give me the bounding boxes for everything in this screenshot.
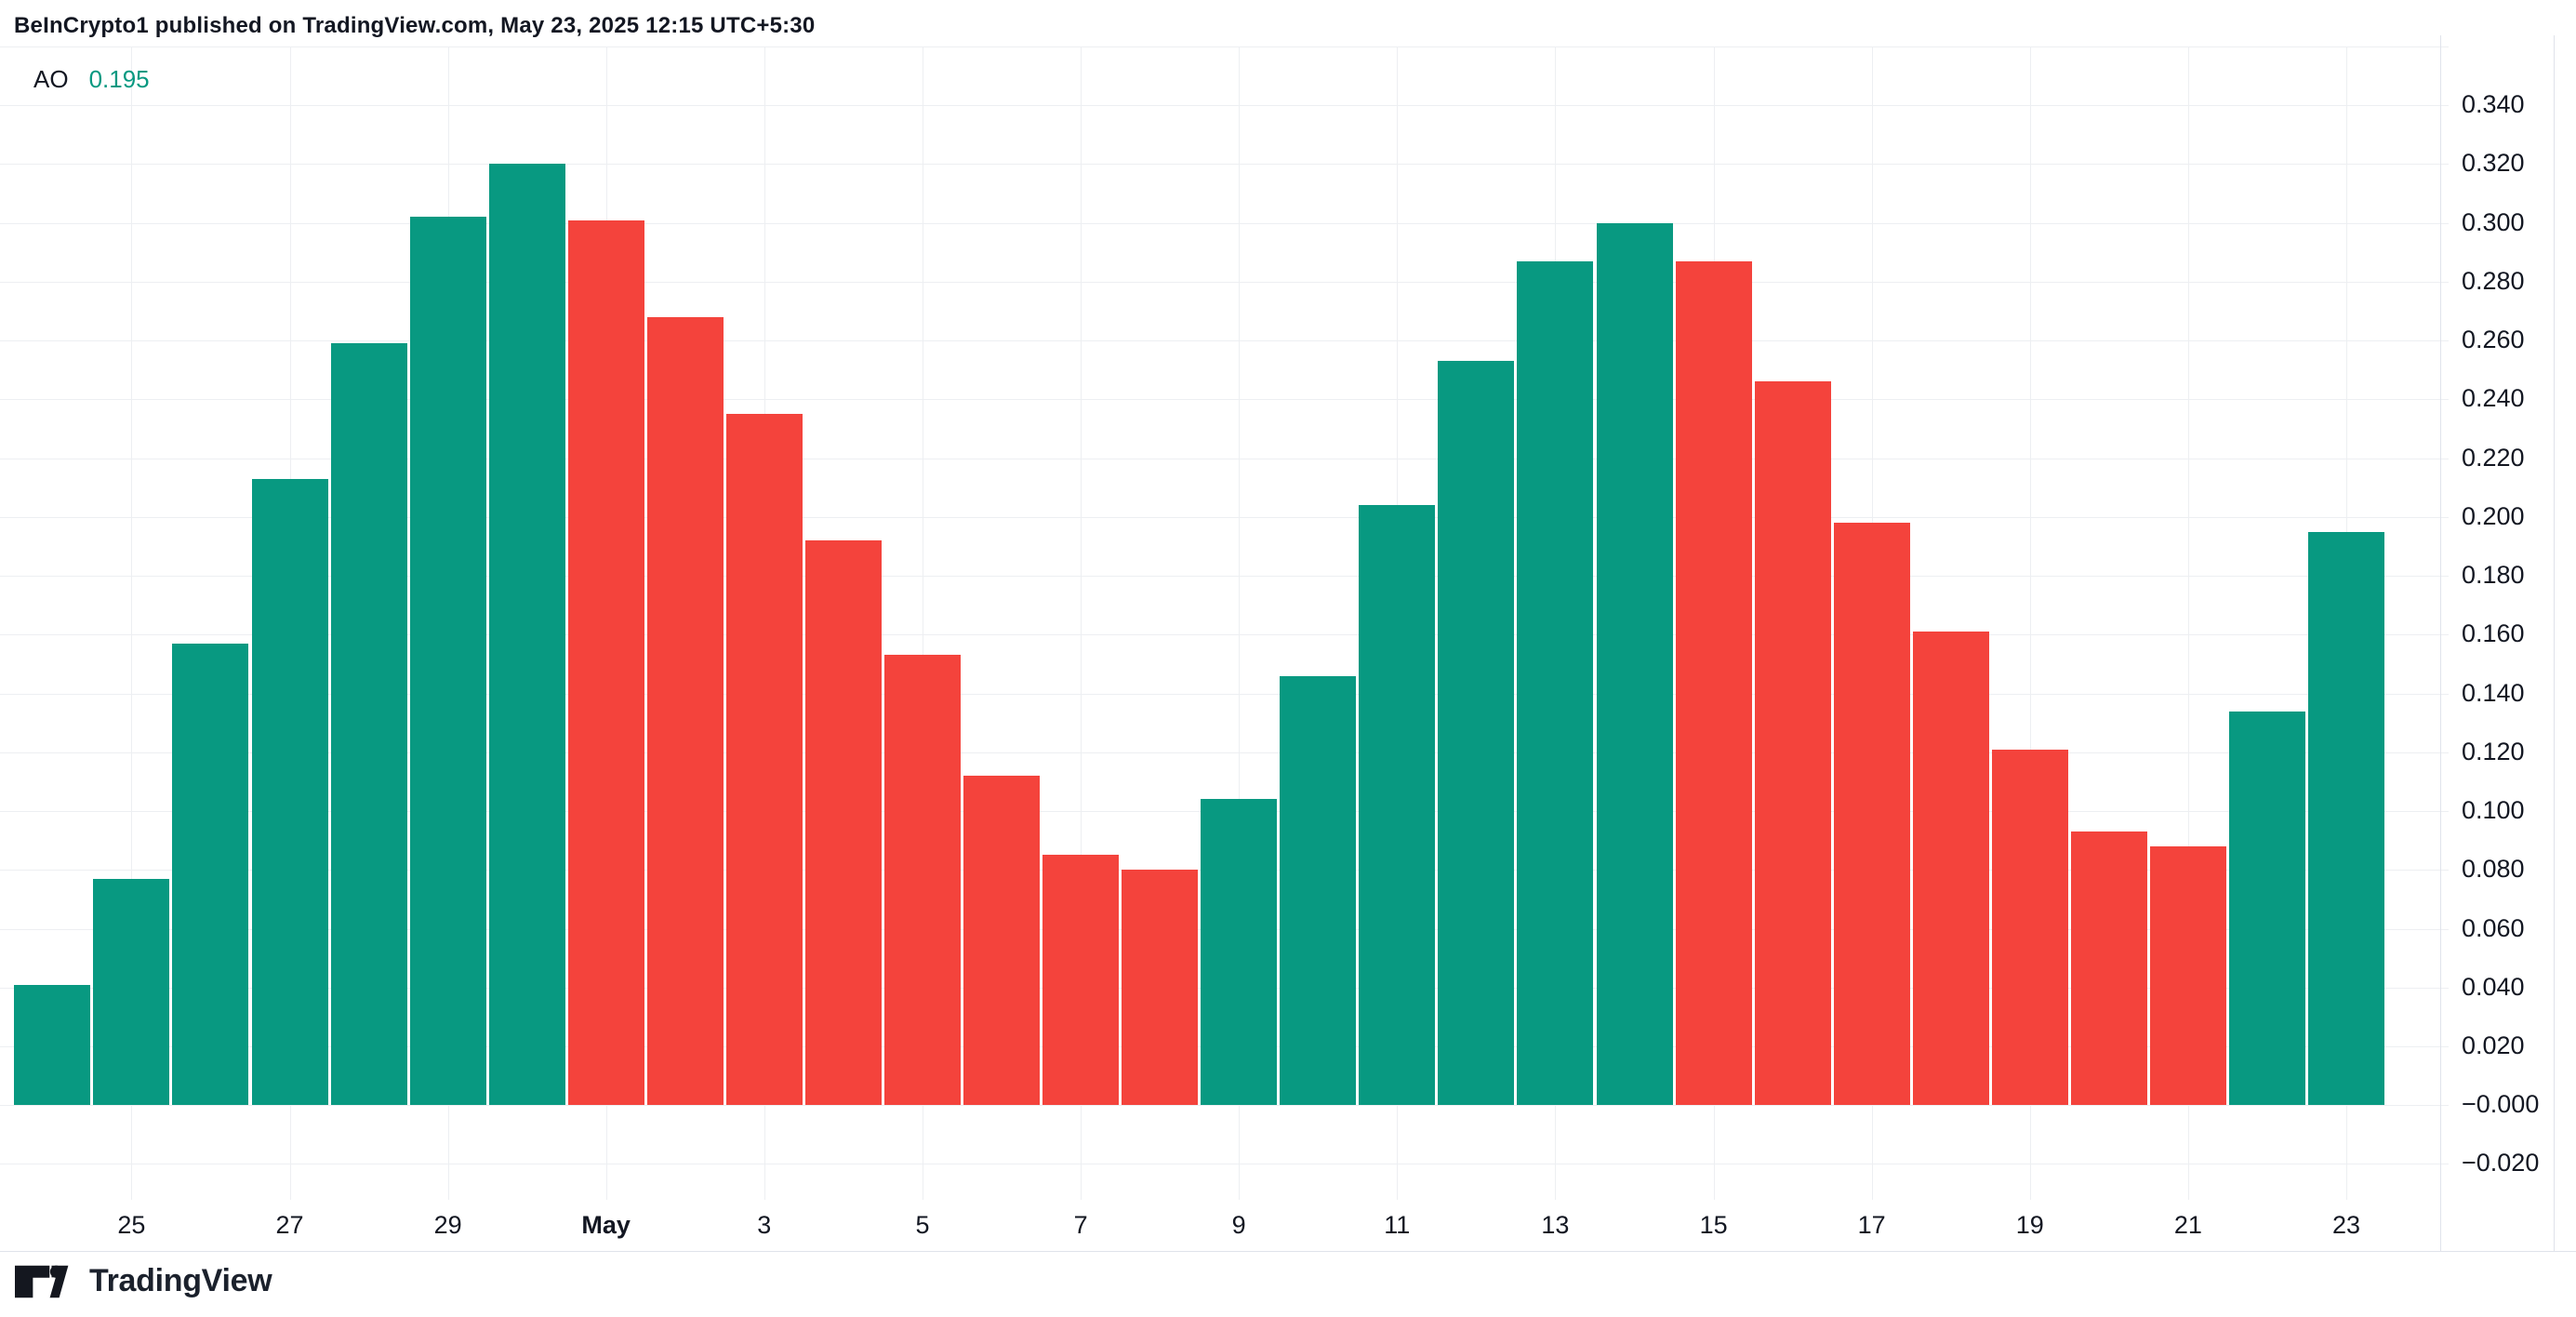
ao-bar-may-3[interactable]: [725, 414, 803, 1106]
ao-bar-may-16[interactable]: [1754, 381, 1831, 1106]
x-axis-label: 13: [1541, 1211, 1570, 1239]
ao-bar-may-5[interactable]: [884, 655, 961, 1106]
publish-header-text: BeInCrypto1 published on TradingView.com…: [14, 13, 816, 38]
gridline-vertical: [1239, 47, 1241, 1200]
ao-bar-may-6[interactable]: [963, 776, 1040, 1106]
gridline-vertical: [1081, 47, 1082, 1200]
x-axis-label: 25: [117, 1211, 146, 1239]
ao-bar-may-18[interactable]: [1912, 632, 1989, 1106]
ao-bar-may-22[interactable]: [2229, 711, 2305, 1106]
tradingview-logo[interactable]: TradingView: [15, 1263, 272, 1299]
ao-bar-may-14[interactable]: [1596, 222, 1673, 1106]
ao-bar-may-17[interactable]: [1833, 523, 1910, 1106]
x-axis-label: 9: [1231, 1211, 1246, 1239]
ao-bar-apr-27[interactable]: [251, 478, 328, 1106]
gridline-vertical: [2187, 47, 2189, 1200]
ao-bar-may-7[interactable]: [1042, 855, 1120, 1106]
x-axis-label: 29: [433, 1211, 462, 1239]
ao-bar-may-12[interactable]: [1438, 361, 1515, 1106]
y-axis-label: 0.080: [2462, 855, 2525, 884]
y-axis-label: 0.320: [2462, 149, 2525, 178]
gridline-horizontal: [0, 516, 2449, 518]
ao-bar-apr-30[interactable]: [488, 164, 565, 1106]
y-axis-label: 0.160: [2462, 619, 2525, 648]
ao-bar-may-20[interactable]: [2070, 831, 2147, 1106]
ao-bar-may-11[interactable]: [1359, 505, 1436, 1106]
price-scale[interactable]: [2440, 35, 2576, 1200]
indicator-legend: AO 0.195: [33, 65, 150, 94]
y-axis-label: 0.280: [2462, 266, 2525, 295]
time-scale[interactable]: [0, 1200, 2440, 1251]
y-axis-label: 0.060: [2462, 913, 2525, 942]
gridline-horizontal: [0, 105, 2449, 107]
y-axis-label: 0.340: [2462, 90, 2525, 119]
y-axis-label: 0.260: [2462, 325, 2525, 353]
y-axis-label: 0.200: [2462, 501, 2525, 530]
indicator-value: 0.195: [88, 65, 150, 93]
gridline-horizontal: [0, 164, 2449, 166]
ao-bar-may-2[interactable]: [646, 316, 724, 1106]
indicator-name: AO: [33, 65, 69, 93]
x-axis-label: 11: [1384, 1211, 1411, 1239]
y-axis-label: −0.000: [2462, 1090, 2540, 1119]
x-axis-label: May: [581, 1211, 631, 1239]
publish-header: BeInCrypto1 published on TradingView.com…: [14, 7, 815, 45]
ao-bar-apr-29[interactable]: [409, 217, 486, 1106]
gridline-horizontal: [0, 576, 2449, 578]
ao-bar-may-4[interactable]: [804, 540, 882, 1106]
gridline-vertical: [131, 47, 133, 1200]
x-axis-label: 3: [757, 1211, 772, 1239]
x-axis-label: 19: [2015, 1211, 2044, 1239]
ao-bar-apr-24[interactable]: [14, 984, 91, 1106]
x-axis-label: 17: [1857, 1211, 1886, 1239]
ao-bar-may-10[interactable]: [1280, 675, 1357, 1106]
ao-bar-apr-25[interactable]: [93, 878, 170, 1106]
gridline-horizontal: [0, 399, 2449, 401]
y-axis-label: 0.220: [2462, 443, 2525, 472]
y-axis-label: 0.120: [2462, 737, 2525, 765]
x-axis-label: 23: [2331, 1211, 2361, 1239]
right-pane-border: [2554, 35, 2555, 1251]
x-axis-label: 7: [1073, 1211, 1088, 1239]
tradingview-logo-icon: [15, 1265, 69, 1297]
y-axis-label: 0.180: [2462, 560, 2525, 589]
x-axis-label: 21: [2173, 1211, 2202, 1239]
gridline-horizontal: [0, 222, 2449, 224]
ao-bar-may-19[interactable]: [1991, 749, 2068, 1106]
ao-bar-may-21[interactable]: [2149, 846, 2226, 1106]
tradingview-logo-text: TradingView: [89, 1263, 272, 1298]
ao-bar-apr-28[interactable]: [330, 343, 407, 1106]
ao-bar-may-13[interactable]: [1517, 260, 1594, 1106]
gridline-horizontal: [0, 1105, 2449, 1107]
y-axis-label: 0.100: [2462, 795, 2525, 824]
y-axis-label: 0.300: [2462, 207, 2525, 236]
gridline-vertical: [2029, 47, 2031, 1200]
x-axis-label: 27: [275, 1211, 304, 1239]
y-axis-label: 0.140: [2462, 678, 2525, 707]
x-axis-label: 15: [1699, 1211, 1728, 1239]
ao-bar-may-23[interactable]: [2308, 531, 2384, 1106]
ao-bar-may-8[interactable]: [1122, 870, 1199, 1106]
gridline-horizontal: [0, 281, 2449, 283]
gridline-horizontal: [0, 634, 2449, 636]
ao-bar-apr-26[interactable]: [172, 643, 249, 1106]
ao-bar-may-1[interactable]: [567, 220, 644, 1106]
y-axis-label: 0.020: [2462, 1031, 2525, 1059]
gridline-horizontal: [0, 340, 2449, 342]
gridline-horizontal: [0, 752, 2449, 753]
y-axis-label: −0.020: [2462, 1149, 2540, 1177]
y-axis-label: 0.040: [2462, 972, 2525, 1001]
price-scale-border: [2440, 35, 2441, 1251]
time-scale-border: [0, 1251, 2576, 1252]
x-axis-label: 5: [915, 1211, 930, 1239]
gridline-horizontal: [0, 693, 2449, 695]
chart-pane[interactable]: [0, 35, 2440, 1200]
y-axis-label: 0.240: [2462, 384, 2525, 413]
ao-bar-may-9[interactable]: [1201, 799, 1278, 1106]
ao-bar-may-15[interactable]: [1675, 260, 1752, 1106]
